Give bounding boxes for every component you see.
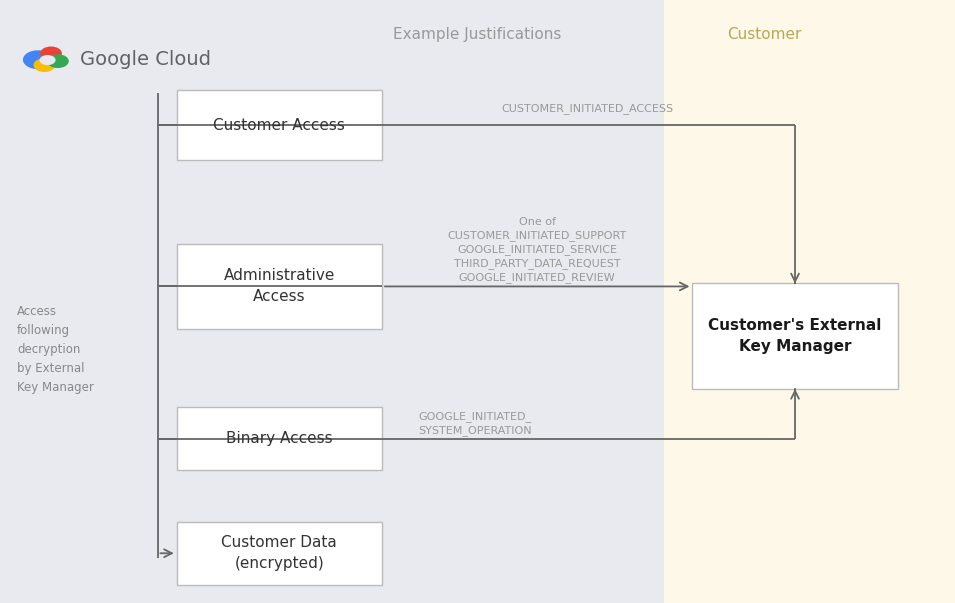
Text: Administrative
Access: Administrative Access [223, 268, 335, 305]
Text: Example Justifications: Example Justifications [393, 27, 562, 42]
Circle shape [40, 46, 62, 60]
FancyBboxPatch shape [177, 90, 382, 160]
FancyBboxPatch shape [692, 283, 898, 389]
Circle shape [47, 54, 69, 68]
Circle shape [39, 55, 55, 65]
Text: Binary Access: Binary Access [226, 431, 332, 446]
Text: CUSTOMER_INITIATED_ACCESS: CUSTOMER_INITIATED_ACCESS [501, 103, 673, 115]
Bar [0, 0, 664, 603]
Text: Google Cloud: Google Cloud [80, 50, 211, 69]
FancyBboxPatch shape [177, 407, 382, 470]
Bar [664, 0, 955, 603]
Circle shape [23, 50, 53, 69]
Text: Customer Data
(encrypted): Customer Data (encrypted) [222, 535, 337, 571]
Text: GOOGLE_INITIATED_
SYSTEM_OPERATION: GOOGLE_INITIATED_ SYSTEM_OPERATION [418, 411, 531, 435]
Text: Customer's External
Key Manager: Customer's External Key Manager [709, 318, 881, 354]
Text: Customer: Customer [727, 27, 801, 42]
FancyBboxPatch shape [177, 244, 382, 329]
Text: Customer Access: Customer Access [213, 118, 346, 133]
Text: One of
CUSTOMER_INITIATED_SUPPORT
GOOGLE_INITIATED_SERVICE
THIRD_PARTY_DATA_REQU: One of CUSTOMER_INITIATED_SUPPORT GOOGLE… [448, 217, 626, 283]
FancyBboxPatch shape [177, 522, 382, 585]
Circle shape [33, 58, 55, 72]
Text: Access
following
decryption
by External
Key Manager: Access following decryption by External … [17, 305, 94, 394]
